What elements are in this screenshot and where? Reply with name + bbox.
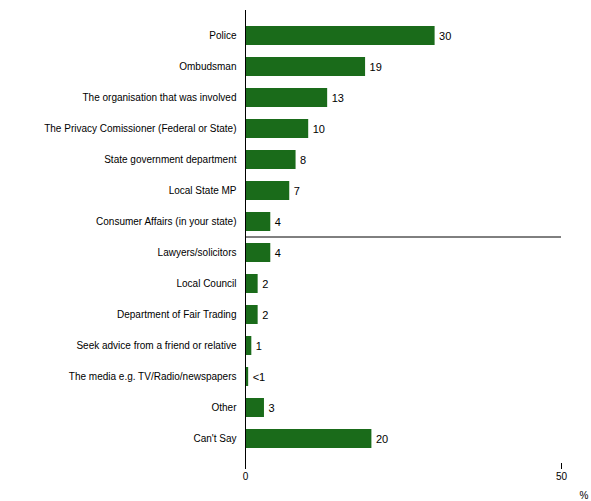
- svg-text:4: 4: [275, 216, 281, 228]
- svg-text:2: 2: [262, 278, 268, 290]
- svg-text:10: 10: [313, 123, 325, 135]
- svg-text:8: 8: [300, 154, 306, 166]
- svg-text:4: 4: [275, 247, 281, 259]
- svg-text:Consumer Affairs (in your stat: Consumer Affairs (in your state): [96, 216, 236, 227]
- svg-text:Can't Say: Can't Say: [193, 433, 236, 444]
- svg-text:Department of Fair Trading: Department of Fair Trading: [117, 309, 237, 320]
- svg-text:Local Council: Local Council: [176, 278, 236, 289]
- svg-text:The media e.g. TV/Radio/newspa: The media e.g. TV/Radio/newspapers: [69, 371, 237, 382]
- svg-text:2: 2: [262, 309, 268, 321]
- svg-text:Police: Police: [209, 30, 237, 41]
- svg-text:Ombudsman: Ombudsman: [179, 61, 236, 72]
- svg-text:0: 0: [243, 471, 249, 482]
- svg-text:3: 3: [268, 402, 274, 414]
- svg-text:30: 30: [439, 30, 451, 42]
- svg-text:State government department: State government department: [104, 154, 237, 165]
- svg-text:The Privacy Comissioner (Feder: The Privacy Comissioner (Federal or Stat…: [44, 123, 236, 134]
- svg-text:1: 1: [256, 340, 262, 352]
- svg-text:Seek advice from a friend or r: Seek advice from a friend or relative: [76, 340, 237, 351]
- svg-text:13: 13: [332, 92, 344, 104]
- svg-text:%: %: [580, 490, 589, 501]
- svg-text:20: 20: [376, 433, 388, 445]
- svg-text:Local State MP: Local State MP: [169, 185, 237, 196]
- svg-text:Other: Other: [211, 402, 237, 413]
- svg-text:50: 50: [556, 471, 568, 482]
- svg-text:Lawyers/solicitors: Lawyers/solicitors: [158, 247, 237, 258]
- svg-text:<1: <1: [253, 371, 266, 383]
- svg-text:7: 7: [294, 185, 300, 197]
- svg-text:The organisation that was invo: The organisation that was involved: [83, 92, 237, 103]
- svg-text:19: 19: [370, 61, 382, 73]
